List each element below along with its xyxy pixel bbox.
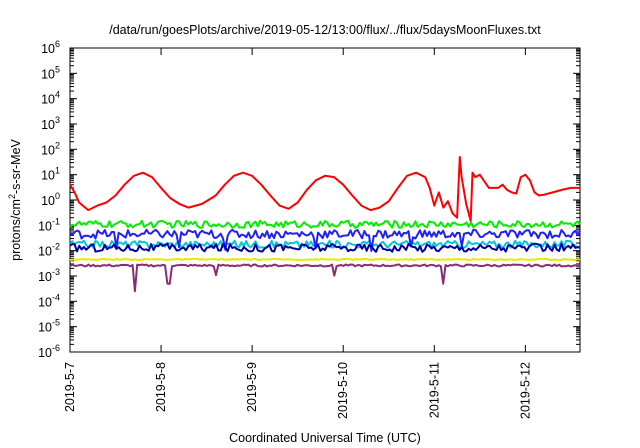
y-tick-label: 105 <box>41 64 60 81</box>
series-layer <box>69 156 581 293</box>
series-line-cyan <box>69 239 581 249</box>
x-tick-label: 2019-5-11 <box>427 362 441 418</box>
series-line-purple <box>69 263 581 293</box>
y-axis-label: protons/cm2-s-sr-MeV <box>7 138 23 260</box>
y-tick-label: 104 <box>41 90 60 107</box>
y-tick-label: 101 <box>41 166 60 183</box>
x-tick-label: 2019-5-8 <box>154 362 168 412</box>
series-line-green <box>69 219 581 229</box>
y-tick-label: 10-3 <box>38 267 60 284</box>
x-tick-label: 2019-5-12 <box>518 362 532 419</box>
x-tick-label: 2019-5-10 <box>336 362 350 419</box>
chart-title: /data/run/goesPlots/archive/2019-05-12/1… <box>109 23 541 37</box>
x-axis-label: Coordinated Universal Time (UTC) <box>229 431 421 445</box>
y-tick-label: 10-2 <box>38 242 60 259</box>
y-tick-label: 10-6 <box>38 343 60 360</box>
series-line-blue <box>69 228 581 252</box>
y-tick-label: 106 <box>41 39 60 56</box>
x-axis: 2019-5-7 2019-5-8 2019-5-9 2019-5-10 2019-5-… <box>63 48 532 419</box>
y-tick-label: 10-4 <box>38 292 60 309</box>
series-line-darkblue <box>69 242 581 253</box>
x-tick-label: 2019-5-7 <box>63 362 77 412</box>
series-line-yellow <box>69 257 581 262</box>
y-tick-label: 103 <box>41 115 60 132</box>
y-tick-label: 10-1 <box>38 216 60 233</box>
y-tick-label: 102 <box>41 140 60 157</box>
y-tick-label: 100 <box>41 191 60 208</box>
series-line-red <box>69 156 580 222</box>
plot-frame <box>69 47 581 353</box>
y-axis: 106 105 104 103 102 101 100 10-1 10-2 10-3 10-4 10-… <box>38 39 580 360</box>
x-tick-label: 2019-5-9 <box>245 362 259 412</box>
y-tick-label: 10-5 <box>38 318 60 335</box>
